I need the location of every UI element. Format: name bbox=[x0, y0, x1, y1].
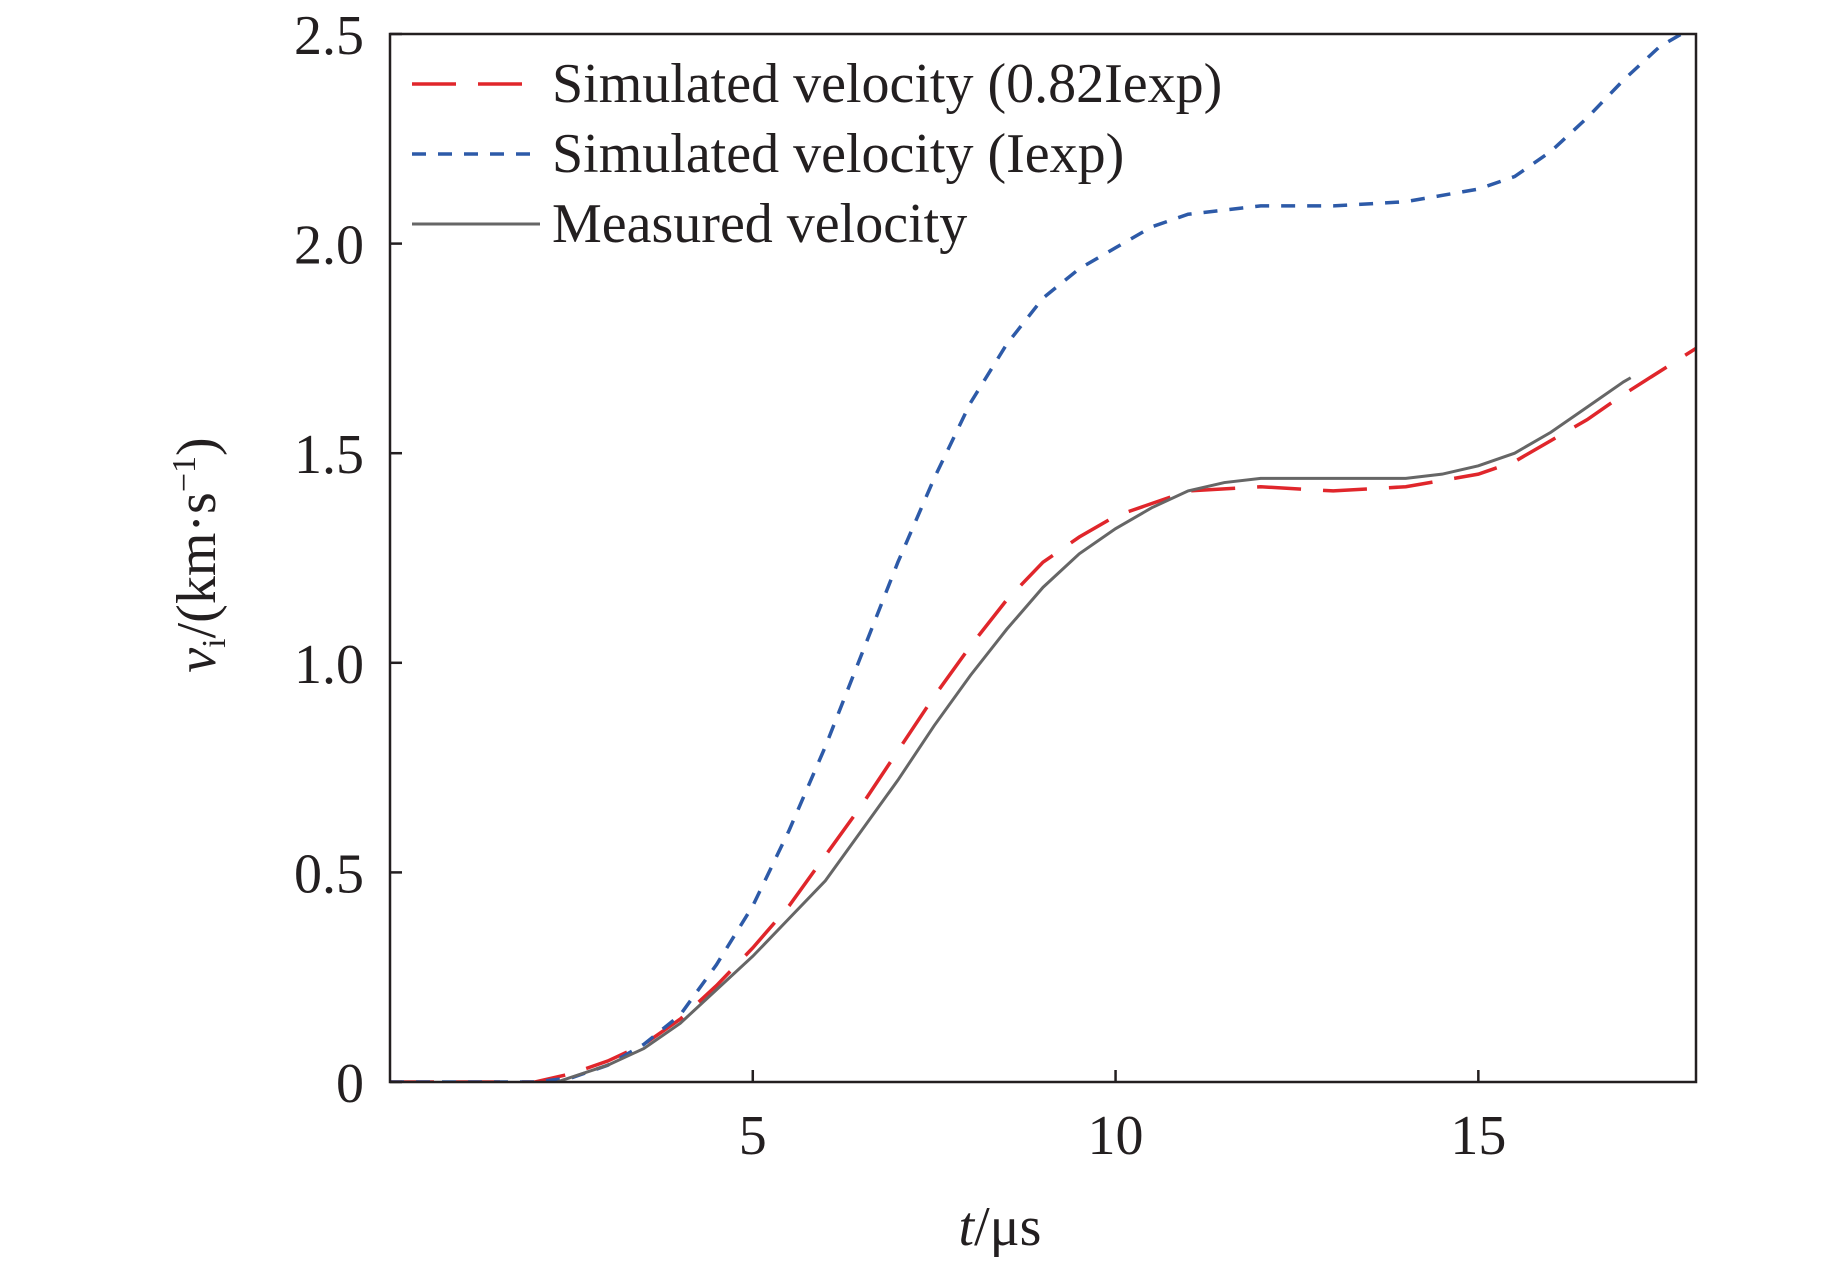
legend-label: Simulated velocity (0.82Iexp) bbox=[552, 53, 1222, 115]
y-tick-label: 1.5 bbox=[294, 424, 364, 486]
series-line bbox=[390, 346, 1696, 1082]
y-axis-label: vi/(km·s−1) bbox=[166, 437, 233, 672]
y-label-part: /(km·s bbox=[166, 492, 228, 638]
x-label-part: /μs bbox=[974, 1196, 1041, 1258]
series-line bbox=[556, 376, 1632, 1082]
x-label-part: t bbox=[959, 1196, 976, 1258]
legend-label: Simulated velocity (Iexp) bbox=[552, 123, 1124, 185]
plot-frame bbox=[388, 32, 1698, 1084]
y-tick-label: 2.5 bbox=[294, 5, 364, 67]
x-tick-label: 10 bbox=[1088, 1105, 1144, 1167]
y-label-part: −1 bbox=[166, 456, 203, 492]
x-tick-label: 15 bbox=[1450, 1105, 1506, 1167]
x-axis-label: t/μs bbox=[959, 1196, 1042, 1258]
y-label-part: i bbox=[196, 638, 233, 647]
y-tick-label: 1.0 bbox=[294, 634, 364, 696]
series-line bbox=[390, 34, 1683, 1082]
y-label-part: v bbox=[166, 648, 228, 673]
y-tick-label: 2.0 bbox=[294, 215, 364, 277]
y-tick-label: 0 bbox=[336, 1053, 364, 1115]
y-tick-label: 0.5 bbox=[294, 843, 364, 905]
legend-label: Measured velocity bbox=[552, 193, 967, 255]
y-label-part: ) bbox=[166, 437, 228, 456]
x-tick-label: 5 bbox=[739, 1105, 767, 1167]
